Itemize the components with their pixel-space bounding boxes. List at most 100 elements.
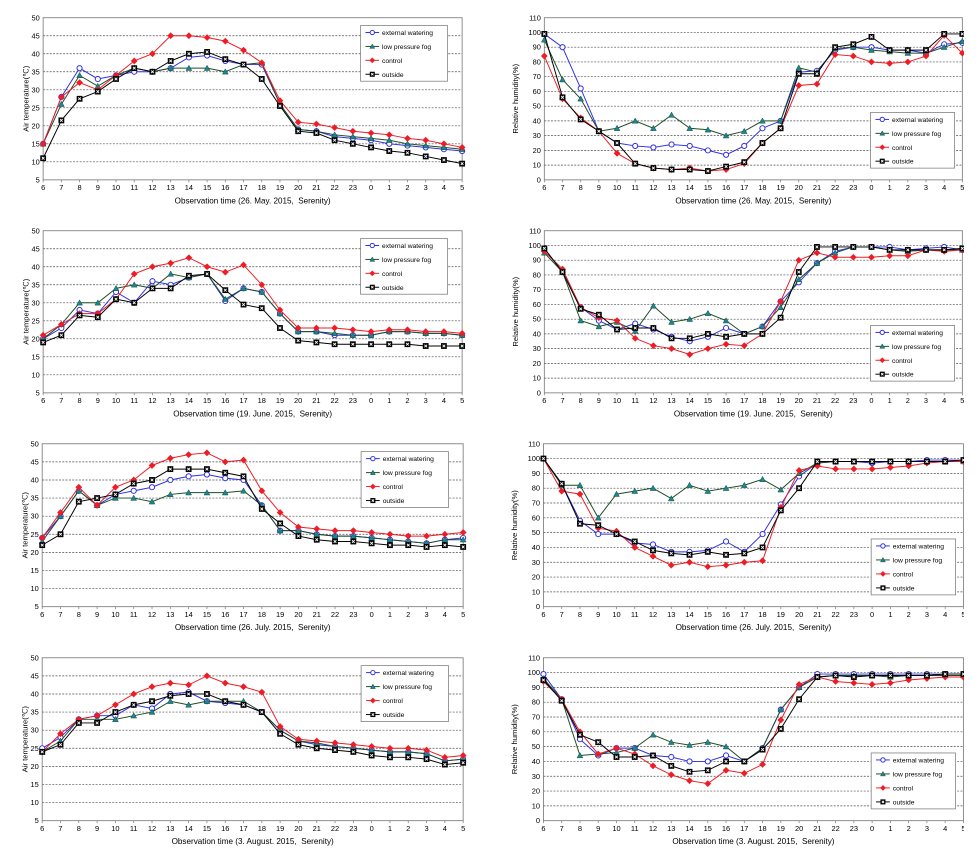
svg-text:13: 13 [166, 183, 174, 192]
svg-text:19: 19 [776, 183, 784, 192]
svg-text:50: 50 [30, 654, 38, 663]
svg-text:25: 25 [31, 104, 39, 113]
svg-text:2: 2 [906, 824, 910, 833]
svg-text:5: 5 [460, 396, 464, 405]
svg-text:17: 17 [740, 824, 748, 833]
svg-text:Observation time (3. August. 2: Observation time (3. August. 2015, Seren… [171, 838, 333, 847]
svg-text:9: 9 [596, 610, 600, 619]
svg-text:100: 100 [527, 455, 539, 464]
svg-text:22: 22 [331, 824, 339, 833]
svg-text:3: 3 [423, 396, 427, 405]
svg-text:0: 0 [869, 183, 873, 192]
svg-text:0: 0 [536, 817, 540, 826]
svg-text:20: 20 [532, 146, 540, 155]
svg-text:outside: outside [892, 586, 914, 593]
svg-text:1: 1 [888, 824, 892, 833]
svg-text:5: 5 [460, 183, 464, 192]
svg-text:14: 14 [685, 183, 693, 192]
svg-text:15: 15 [703, 824, 711, 833]
svg-text:0: 0 [369, 824, 373, 833]
svg-text:80: 80 [531, 698, 539, 707]
svg-text:30: 30 [531, 772, 539, 781]
svg-text:0: 0 [369, 610, 373, 619]
svg-text:20: 20 [794, 183, 802, 192]
svg-text:5: 5 [461, 824, 465, 833]
svg-text:7: 7 [560, 183, 564, 192]
svg-text:110: 110 [528, 654, 540, 663]
svg-text:Air temperature(℃): Air temperature(℃) [21, 66, 30, 133]
svg-text:17: 17 [740, 396, 748, 405]
svg-text:7: 7 [560, 396, 564, 405]
svg-text:low pressure fog: low pressure fog [382, 685, 432, 692]
svg-text:30: 30 [532, 132, 540, 141]
svg-text:21: 21 [813, 183, 821, 192]
svg-text:30: 30 [531, 558, 539, 567]
svg-text:1: 1 [387, 396, 391, 405]
svg-text:30: 30 [31, 86, 39, 95]
svg-text:0: 0 [536, 176, 540, 185]
svg-text:5: 5 [961, 824, 964, 833]
svg-text:25: 25 [30, 744, 38, 753]
svg-text:9: 9 [95, 824, 99, 833]
svg-text:90: 90 [532, 43, 540, 52]
svg-text:30: 30 [31, 299, 39, 308]
svg-text:9: 9 [596, 824, 600, 833]
svg-text:Air temperature(℃): Air temperature(℃) [20, 492, 29, 559]
svg-text:18: 18 [758, 824, 766, 833]
svg-text:6: 6 [541, 824, 545, 833]
svg-text:13: 13 [667, 396, 675, 405]
svg-text:12: 12 [649, 824, 657, 833]
svg-text:30: 30 [532, 345, 540, 354]
svg-text:50: 50 [532, 315, 540, 324]
svg-text:60: 60 [531, 514, 539, 523]
svg-text:20: 20 [31, 335, 39, 344]
svg-text:control: control [892, 358, 913, 365]
svg-text:70: 70 [531, 499, 539, 508]
svg-text:6: 6 [41, 396, 45, 405]
svg-text:15: 15 [703, 610, 711, 619]
svg-text:11: 11 [631, 396, 639, 405]
svg-text:12: 12 [649, 610, 657, 619]
svg-text:7: 7 [559, 610, 563, 619]
svg-text:Relative humidity(%): Relative humidity(%) [511, 277, 520, 347]
svg-text:9: 9 [597, 396, 601, 405]
svg-text:3: 3 [924, 183, 928, 192]
svg-text:7: 7 [59, 183, 63, 192]
svg-text:11: 11 [631, 610, 639, 619]
svg-text:19: 19 [776, 824, 784, 833]
svg-text:13: 13 [667, 824, 675, 833]
svg-text:110: 110 [528, 440, 540, 449]
svg-text:35: 35 [30, 708, 38, 717]
svg-text:20: 20 [30, 762, 38, 771]
svg-text:50: 50 [531, 529, 539, 538]
svg-text:8: 8 [578, 610, 582, 619]
svg-text:2: 2 [905, 396, 909, 405]
svg-text:10: 10 [30, 585, 38, 594]
svg-text:Relative humidity(%): Relative humidity(%) [511, 64, 520, 134]
svg-text:control: control [382, 58, 403, 65]
svg-text:2: 2 [906, 610, 910, 619]
svg-text:5: 5 [961, 610, 964, 619]
svg-text:8: 8 [578, 824, 582, 833]
svg-text:low pressure fog: low pressure fog [892, 772, 942, 779]
svg-text:9: 9 [95, 183, 99, 192]
svg-text:17: 17 [239, 824, 247, 833]
svg-text:8: 8 [578, 396, 582, 405]
svg-text:low pressure fog: low pressure fog [382, 44, 431, 51]
svg-text:18: 18 [257, 824, 265, 833]
svg-text:90: 90 [531, 469, 539, 478]
svg-text:8: 8 [77, 396, 81, 405]
svg-text:40: 40 [531, 543, 539, 552]
svg-text:10: 10 [111, 610, 119, 619]
svg-text:20: 20 [531, 787, 539, 796]
svg-text:11: 11 [130, 396, 138, 405]
svg-text:15: 15 [31, 353, 39, 362]
svg-text:15: 15 [703, 396, 711, 405]
svg-text:80: 80 [532, 58, 540, 67]
svg-text:23: 23 [349, 824, 357, 833]
svg-text:10: 10 [612, 824, 620, 833]
svg-text:8: 8 [76, 610, 80, 619]
svg-text:14: 14 [184, 610, 192, 619]
svg-text:21: 21 [813, 824, 821, 833]
svg-text:60: 60 [531, 728, 539, 737]
